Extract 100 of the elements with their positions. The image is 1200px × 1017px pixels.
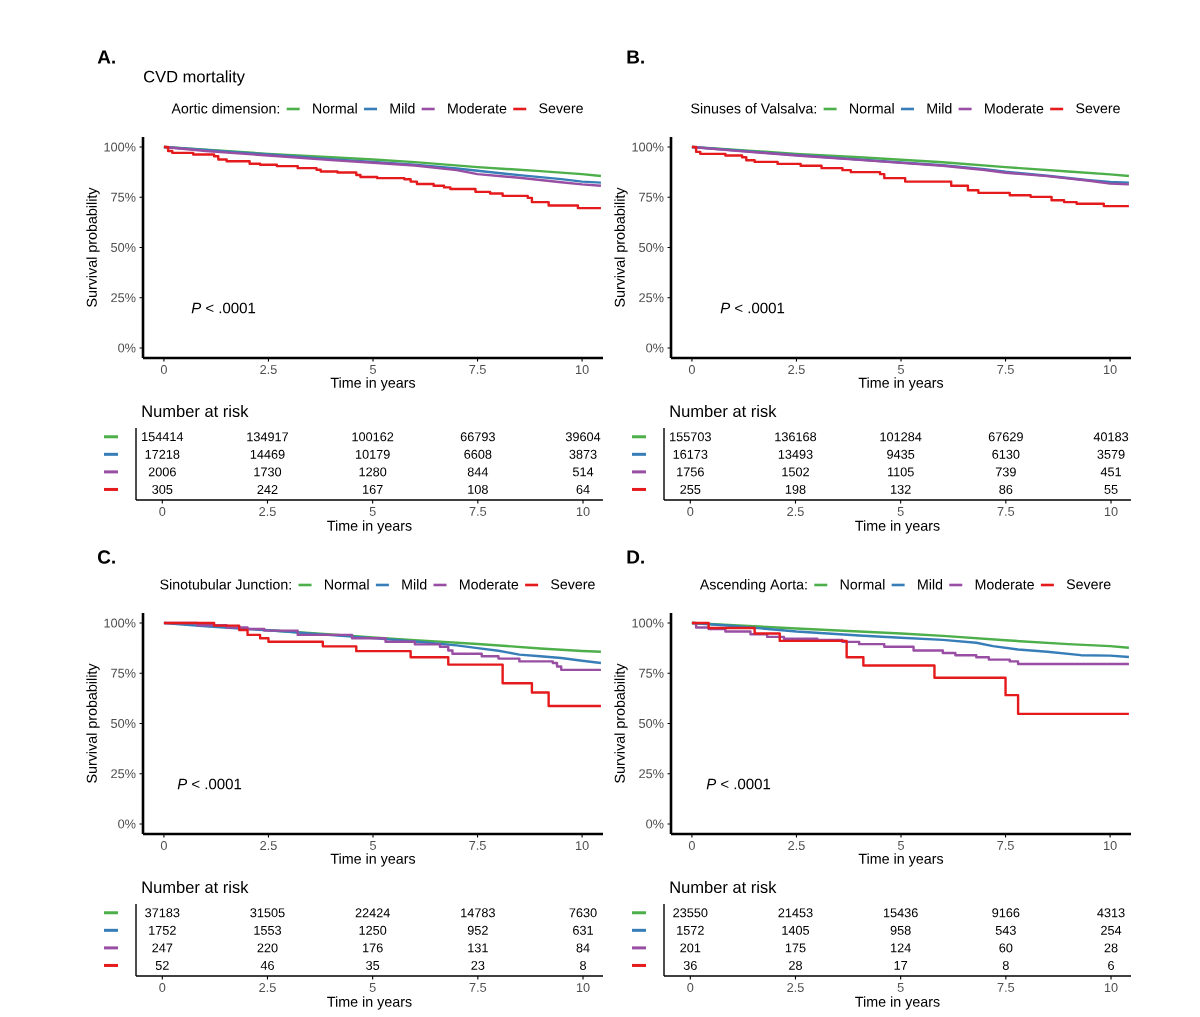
x-tick-label: 0 (688, 365, 695, 375)
data-label: 1752 (149, 925, 176, 935)
x-tick-label: 0 (160, 365, 167, 375)
data-label: 154414 (142, 432, 184, 442)
chart-title: B. (627, 50, 644, 64)
data-label: 23550 (673, 908, 708, 918)
data-label: 35 (366, 960, 380, 970)
data-label: 66793 (460, 432, 495, 442)
legend-label: Severe (1066, 579, 1111, 590)
data-label: 4313 (1097, 908, 1125, 918)
x-tick-label: 2.5 (788, 841, 805, 851)
data-label: 1280 (359, 467, 387, 477)
legend-label: Mild (390, 103, 415, 114)
data-label: 10179 (355, 449, 390, 459)
x-tick-label: 0 (688, 841, 695, 851)
data-label: 31505 (250, 908, 285, 918)
chart-subtitle: CVD mortality (144, 70, 245, 86)
data-label: 201 (680, 943, 701, 953)
chart-title: A. (97, 50, 115, 64)
y-tick-label: 75% (639, 192, 664, 202)
x-axis-title: Time in years (858, 853, 944, 867)
data-label: 6608 (464, 449, 492, 459)
data-label: 9166 (992, 908, 1020, 918)
annotation: P < .0001 (191, 302, 256, 314)
y-tick-label: 25% (111, 769, 136, 779)
data-label: 60 (999, 943, 1013, 953)
x-tick-label: 5 (369, 841, 376, 850)
data-label: 134917 (247, 432, 289, 442)
data-label: 132 (891, 484, 911, 494)
x-tick-label: 5 (369, 983, 376, 992)
legend-label: Severe (539, 103, 583, 114)
legend-label: Normal (324, 579, 369, 590)
x-tick-label: 10 (1104, 983, 1118, 993)
data-label: 52 (155, 960, 169, 970)
data-label: 6130 (992, 449, 1020, 459)
annotation: P < .0001 (706, 778, 771, 790)
data-label: 739 (995, 467, 1016, 477)
x-tick-label: 0 (687, 983, 694, 993)
legend-label: Normal (313, 103, 357, 114)
legend-label: Severe (1076, 103, 1120, 114)
x-tick-label: 5 (897, 841, 904, 850)
data-label: 631 (573, 925, 593, 935)
legend-label: Moderate (985, 103, 1044, 114)
x-tick-label: 7.5 (469, 507, 487, 516)
data-label: 3579 (1097, 449, 1125, 459)
x-tick-label: 2.5 (787, 507, 804, 517)
x-tick-label: 7.5 (997, 841, 1014, 850)
chart-title: C. (97, 550, 115, 564)
data-label: 28 (1104, 943, 1118, 953)
y-tick-label: 0% (646, 819, 664, 829)
y-tick-label: 50% (639, 718, 664, 728)
y-tick-label: 75% (111, 192, 136, 202)
legend-label: Mild (927, 103, 952, 114)
data-label: 8 (1002, 960, 1009, 970)
data-label: 40183 (1093, 432, 1129, 442)
y-axis-title: Survival probability (86, 187, 100, 307)
x-tick-label: 2.5 (260, 841, 277, 851)
legend-label: Normal (840, 579, 885, 590)
x-tick-label: 7.5 (469, 841, 486, 850)
x-tick-label: 0 (159, 507, 166, 517)
y-tick-label: 50% (111, 718, 136, 728)
x-tick-label: 10 (1104, 365, 1117, 375)
data-label: 13493 (778, 449, 813, 459)
y-tick-label: 100% (104, 142, 136, 152)
legend-title: Sinotubular Junction: (160, 579, 291, 590)
x-tick-label: 2.5 (259, 983, 276, 993)
x-tick-label: 2.5 (788, 365, 805, 375)
data-label: 39604 (565, 432, 601, 442)
data-label: 124 (891, 943, 911, 953)
x-tick-label: 2.5 (260, 365, 277, 375)
legend-label: Normal (850, 103, 894, 114)
data-label: 1405 (782, 925, 810, 935)
chart-title: Number at risk (142, 880, 249, 894)
data-label: 514 (572, 467, 594, 477)
x-tick-label: 5 (369, 365, 376, 374)
data-label: 1250 (359, 925, 387, 935)
data-label: 86 (999, 484, 1013, 494)
data-label: 167 (363, 484, 383, 494)
data-label: 1572 (677, 925, 704, 935)
x-tick-label: 0 (687, 507, 694, 517)
legend-label: Moderate (975, 579, 1034, 590)
y-tick-label: 25% (639, 293, 664, 303)
x-tick-label: 5 (897, 365, 904, 374)
y-tick-label: 100% (632, 142, 664, 152)
y-tick-label: 100% (104, 618, 136, 628)
data-label: 14469 (250, 449, 285, 459)
data-label: 952 (467, 925, 488, 935)
data-label: 958 (890, 925, 911, 935)
x-tick-label: 2.5 (787, 983, 804, 993)
x-axis-title: Time in years (858, 377, 944, 391)
data-label: 67629 (988, 432, 1023, 442)
data-label: 198 (785, 484, 806, 494)
data-label: 84 (576, 943, 590, 953)
data-label: 8 (580, 960, 586, 970)
data-label: 1756 (677, 467, 704, 477)
x-tick-label: 7.5 (997, 507, 1015, 516)
x-tick-label: 5 (897, 983, 904, 992)
data-label: 1105 (887, 467, 914, 477)
x-tick-label: 10 (1104, 841, 1117, 851)
x-tick-label: 10 (576, 507, 590, 517)
